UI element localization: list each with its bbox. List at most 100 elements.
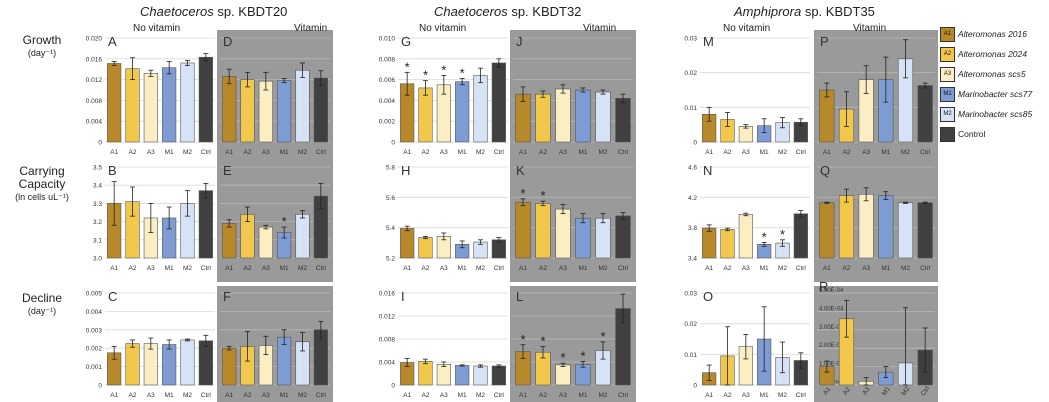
significance-star: * — [282, 214, 287, 229]
panel-k: K * A1 * A2 A3 M1 M2 Ctrl — [513, 163, 633, 272]
x-tick-label: A3 — [440, 265, 448, 272]
bar-a2 — [535, 93, 551, 143]
x-tick-label: Ctrl — [201, 149, 212, 156]
x-tick-label: M2 — [298, 392, 307, 399]
x-tick-label: M2 — [298, 149, 307, 156]
y-tick-label: 0 — [693, 140, 697, 147]
x-tick-label: A2 — [724, 392, 732, 399]
y-tick-label: 5.8 — [386, 165, 395, 172]
significance-star: * — [762, 229, 767, 244]
x-tick-label: A3 — [262, 265, 270, 272]
bar-m1 — [575, 217, 591, 259]
y-tick-label: 3.0 — [93, 256, 102, 263]
x-tick-label: A2 — [129, 149, 137, 156]
x-tick-label: A3 — [262, 149, 270, 156]
x-tick-label: A2 — [843, 265, 851, 272]
y-tick-label: 0.03 — [684, 36, 697, 43]
x-tick-label: A3 — [147, 392, 155, 399]
x-tick-label: M1 — [760, 265, 769, 272]
legend-label-m1: Marinobacter scs77 — [958, 89, 1033, 99]
x-tick-label: M2 — [183, 149, 192, 156]
bar-ctrl — [491, 365, 506, 386]
y-tick-label: 0 — [98, 383, 102, 390]
x-tick-label: Ctrl — [796, 265, 807, 272]
panel-letter: K — [516, 163, 525, 178]
panel-l: L * A1 * A2 * A3 * M1 * M2 Ctrl — [513, 289, 633, 399]
x-tick-label: A1 — [823, 149, 831, 156]
row-label-decline: Decline — [21, 291, 63, 305]
bar-a3 — [555, 208, 571, 259]
bar-m1 — [455, 81, 470, 143]
x-tick-label: A3 — [440, 149, 448, 156]
x-tick-label: A2 — [244, 149, 252, 156]
y-tick-label: 0.003 — [86, 327, 103, 334]
x-tick-label: A1 — [519, 149, 527, 156]
panel-r: 0.00E+001.00E-042.00E-043.00E-044.00E-04… — [817, 279, 935, 397]
panel-q: Q A1 A2 A3 M1 M2 Ctrl — [817, 163, 935, 272]
vitamin-label-1: Vitamin — [294, 23, 328, 34]
no-vitamin-label-3: No vitamin — [723, 23, 771, 34]
panel-n: 3.4 3.8 4.2 4.6 N A1 A2 A3 * M1 * M2 Ctrl — [688, 163, 810, 272]
vitamin-background-c3-r1 — [814, 30, 938, 166]
x-tick-label: A1 — [403, 149, 411, 156]
x-tick-label: A1 — [705, 392, 713, 399]
y-tick-label: 5.00E-04 — [819, 288, 844, 294]
x-tick-label: Ctrl — [201, 265, 212, 272]
x-tick-label: Ctrl — [316, 265, 327, 272]
column-title-3: Amphiprora sp. KBDT35 — [734, 4, 875, 19]
bar-m2 — [473, 365, 488, 386]
significance-star: * — [540, 188, 545, 203]
vitamin-label-2: Vitamin — [583, 23, 617, 34]
legend-item-a1: A1 Alteromonas 2016 — [940, 24, 1048, 44]
x-tick-label: A1 — [519, 265, 527, 272]
panel-m: 0 0.01 0.02 0.03 M A1 A2 A3 M1 M2 Ctrl — [684, 34, 810, 156]
panel-letter: R — [819, 279, 828, 294]
bar-a1 — [819, 202, 835, 259]
x-tick-label: M1 — [578, 149, 587, 156]
x-tick-label: Ctrl — [494, 149, 505, 156]
y-tick-label: 3.8 — [688, 225, 697, 232]
bar-a2 — [418, 87, 433, 143]
column-title-1: Chaetoceros sp. KBDT20 — [140, 4, 288, 19]
row-unit-carrying: (ln cells uL⁻¹) — [15, 192, 69, 202]
bar-a2 — [418, 361, 433, 386]
significance-star: * — [580, 348, 585, 363]
x-tick-label: M2 — [183, 265, 192, 272]
y-tick-label: 0.008 — [379, 337, 396, 344]
y-tick-label: 0.008 — [379, 56, 396, 63]
panel-letter: I — [401, 289, 405, 304]
x-tick-label: Ctrl — [618, 149, 629, 156]
y-tick-label: 0.03 — [684, 291, 697, 298]
x-tick-label: A3 — [861, 386, 872, 397]
bar-m2 — [295, 69, 310, 143]
y-tick-label: 0 — [391, 383, 395, 390]
x-tick-label: Ctrl — [618, 392, 629, 399]
vitamin-label-3: Vitamin — [853, 23, 887, 34]
bar-ctrl — [198, 190, 213, 259]
x-tick-label: A3 — [862, 149, 870, 156]
bar-a1 — [222, 76, 237, 143]
row-label-carrying-2: Capacity — [18, 177, 66, 191]
x-tick-label: M2 — [598, 392, 607, 399]
bar-a1 — [222, 347, 237, 386]
bar-a1 — [515, 201, 531, 259]
panel-letter: D — [223, 34, 232, 49]
x-tick-label: Ctrl — [920, 149, 931, 156]
panel-g: 0 0.002 0.004 0.006 0.008 0.010 G * A1 * A2 * A3 * M1 M… — [379, 34, 508, 156]
bar-a3 — [143, 73, 158, 143]
legend: A1 Alteromonas 2016 A2 Alteromonas 2024 … — [940, 24, 1048, 144]
x-tick-label: A2 — [539, 149, 547, 156]
x-tick-label: Ctrl — [796, 149, 807, 156]
significance-star: * — [405, 59, 410, 74]
x-tick-label: A3 — [742, 392, 750, 399]
x-tick-label: M2 — [476, 265, 485, 272]
x-tick-label: M2 — [476, 149, 485, 156]
column-title-2: Chaetoceros sp. KBDT32 — [434, 4, 582, 19]
y-tick-label: 0.004 — [379, 360, 396, 367]
x-tick-label: A2 — [724, 265, 732, 272]
bar-a2 — [720, 229, 735, 259]
y-tick-label: 1.00E-04 — [819, 362, 844, 368]
panel-letter: J — [516, 34, 523, 49]
x-tick-label: M2 — [778, 149, 787, 156]
y-tick-label: 4.2 — [688, 195, 697, 202]
